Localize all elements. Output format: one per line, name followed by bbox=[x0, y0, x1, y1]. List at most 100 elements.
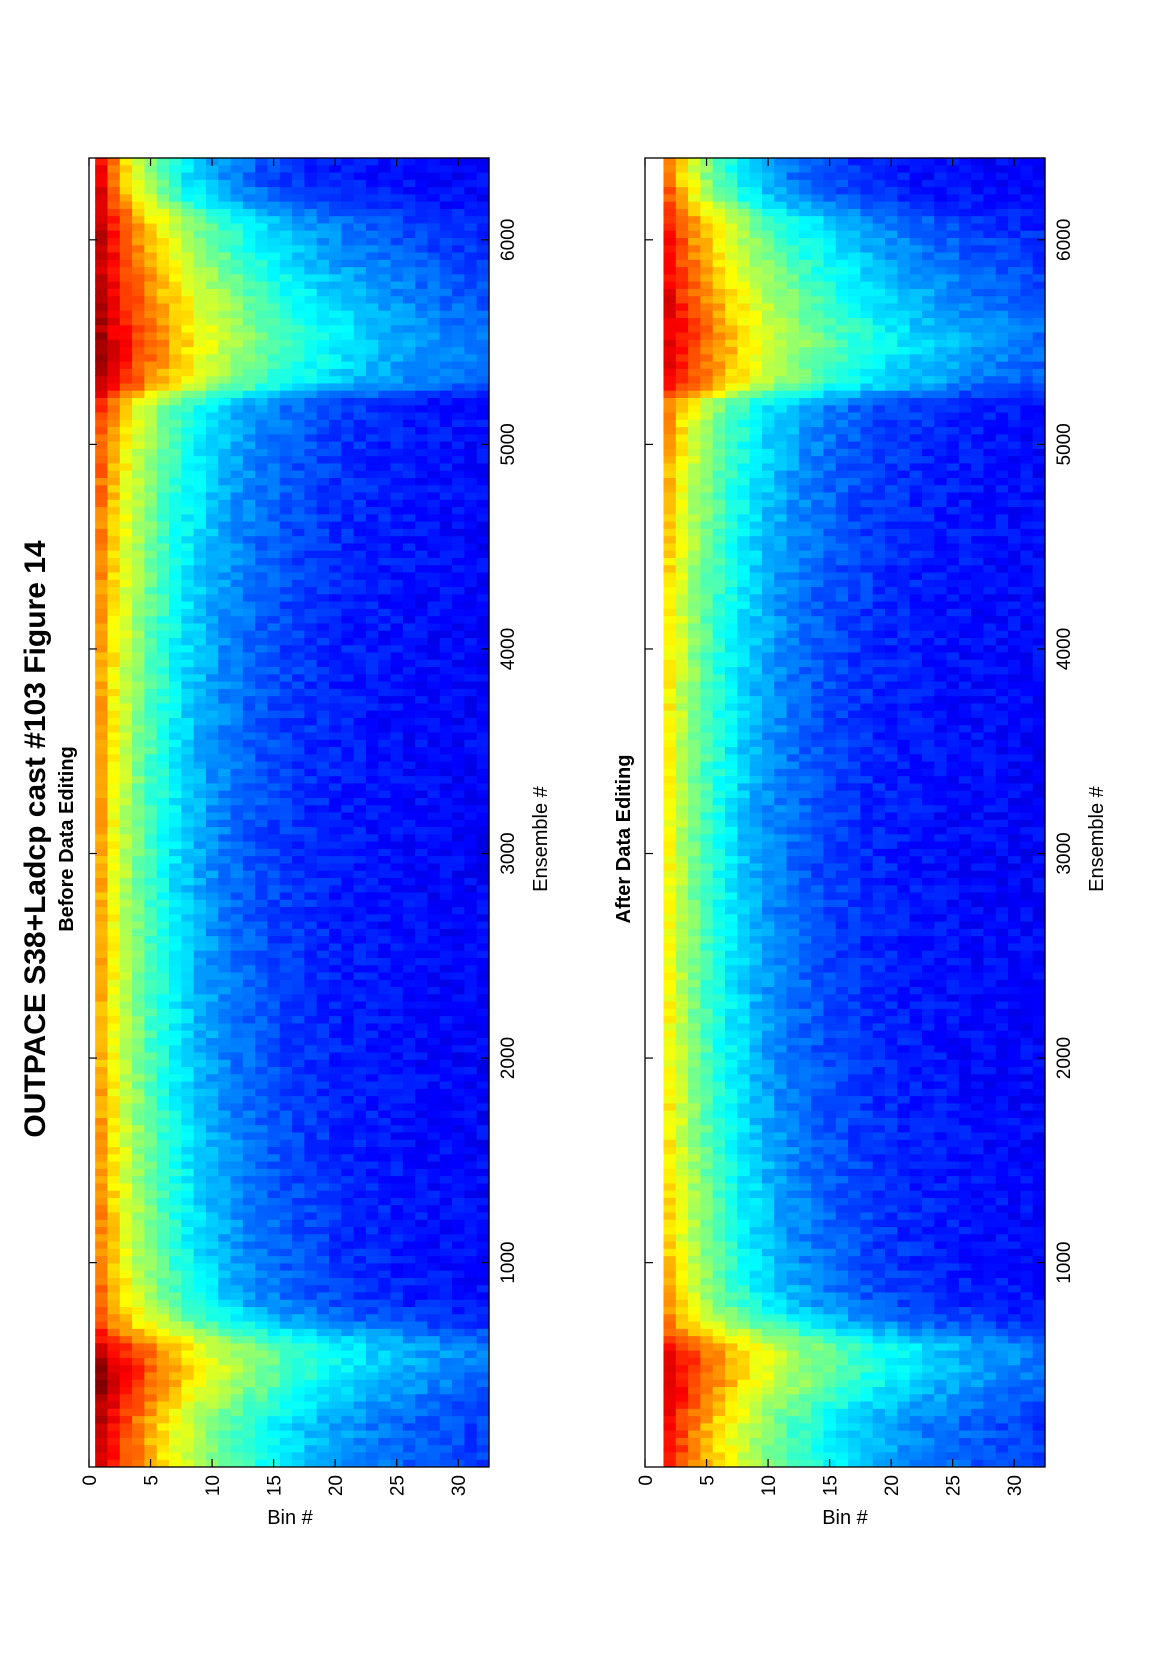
heatmap-cell bbox=[230, 528, 244, 537]
heatmap-cell bbox=[476, 724, 490, 733]
heatmap-cell bbox=[169, 382, 182, 391]
heatmap-cell bbox=[255, 906, 269, 915]
heatmap-cell bbox=[316, 404, 330, 413]
heatmap-cell bbox=[402, 1131, 416, 1140]
heatmap-cell bbox=[464, 644, 478, 653]
heatmap-cell bbox=[402, 630, 416, 638]
heatmap-cell bbox=[230, 506, 244, 515]
heatmap-cell bbox=[353, 1000, 367, 1009]
heatmap-cell bbox=[181, 513, 195, 522]
heatmap-cell bbox=[304, 826, 318, 835]
heatmap-cell bbox=[476, 1299, 490, 1308]
heatmap-cell bbox=[390, 382, 404, 391]
heatmap-cell bbox=[329, 470, 342, 478]
heatmap-cell bbox=[292, 550, 305, 558]
heatmap-cell bbox=[341, 1037, 355, 1046]
heatmap-cell bbox=[402, 593, 416, 602]
heatmap-cell bbox=[107, 1073, 121, 1082]
heatmap-cell bbox=[132, 964, 145, 973]
heatmap-cell bbox=[267, 390, 281, 398]
heatmap-cell bbox=[464, 651, 478, 660]
heatmap-cell bbox=[169, 499, 182, 508]
heatmap-cell bbox=[427, 731, 441, 740]
heatmap-cell bbox=[156, 753, 170, 762]
heatmap-cell bbox=[476, 1008, 490, 1017]
heatmap-cell bbox=[279, 1248, 293, 1257]
heatmap-cell bbox=[378, 673, 392, 682]
heatmap-cell bbox=[304, 1415, 318, 1424]
heatmap-cell bbox=[107, 920, 121, 929]
heatmap-cell bbox=[205, 550, 219, 558]
heatmap-cell bbox=[292, 1328, 305, 1337]
heatmap-cell bbox=[402, 1160, 416, 1169]
heatmap-cell bbox=[365, 804, 379, 813]
heatmap-cell bbox=[181, 622, 195, 631]
heatmap-cell bbox=[279, 724, 293, 733]
heatmap-cell bbox=[144, 1044, 158, 1053]
heatmap-cell bbox=[464, 1284, 478, 1293]
heatmap-cell bbox=[279, 971, 293, 980]
heatmap-cell bbox=[415, 1073, 429, 1082]
heatmap-cell bbox=[193, 462, 207, 471]
heatmap-cell bbox=[439, 724, 453, 733]
heatmap-cell bbox=[144, 608, 158, 617]
heatmap-cell bbox=[242, 550, 256, 558]
heatmap-cell bbox=[365, 346, 379, 355]
heatmap-cell bbox=[279, 1320, 293, 1329]
heatmap-cell bbox=[316, 913, 330, 922]
heatmap-cell bbox=[267, 826, 281, 835]
heatmap-cell bbox=[439, 651, 453, 660]
heatmap-cell bbox=[107, 1000, 121, 1009]
heatmap-cell bbox=[341, 513, 355, 522]
heatmap-cell bbox=[242, 484, 256, 493]
heatmap-cell bbox=[452, 608, 465, 617]
heatmap-cell bbox=[304, 630, 318, 638]
heatmap-cell bbox=[205, 877, 219, 886]
heatmap-cell bbox=[427, 942, 441, 951]
heatmap-cell bbox=[316, 1320, 330, 1329]
heatmap-cell bbox=[242, 848, 256, 857]
heatmap-cell bbox=[255, 1190, 269, 1198]
heatmap-cell bbox=[242, 702, 256, 711]
heatmap-cell bbox=[316, 550, 330, 558]
heatmap-cell bbox=[132, 746, 145, 755]
heatmap-cell bbox=[439, 1204, 453, 1213]
heatmap-cell bbox=[390, 884, 404, 893]
heatmap-cell bbox=[230, 753, 244, 762]
heatmap-cell bbox=[365, 1219, 379, 1228]
heatmap-cell bbox=[439, 1051, 453, 1060]
heatmap-cell bbox=[353, 1459, 367, 1467]
heatmap-cell bbox=[353, 1240, 367, 1249]
heatmap-cell bbox=[341, 935, 355, 944]
heatmap-cell bbox=[107, 382, 121, 391]
heatmap-cell bbox=[452, 659, 465, 668]
heatmap-cell bbox=[181, 1437, 195, 1446]
heatmap-cell bbox=[292, 499, 305, 508]
heatmap-cell bbox=[267, 1051, 281, 1060]
heatmap-cell bbox=[95, 753, 109, 762]
heatmap-cell bbox=[427, 826, 441, 835]
heatmap-cell bbox=[193, 1393, 207, 1402]
heatmap-cell bbox=[402, 542, 416, 551]
heatmap-cell bbox=[193, 1430, 207, 1438]
heatmap-cell bbox=[365, 746, 379, 755]
heatmap-cell bbox=[329, 1299, 342, 1308]
heatmap-cell bbox=[107, 1364, 121, 1373]
heatmap-cell bbox=[365, 426, 379, 435]
heatmap-cell bbox=[205, 1102, 219, 1111]
heatmap-cell bbox=[242, 1364, 256, 1373]
heatmap-cell bbox=[181, 979, 195, 988]
heatmap-cell bbox=[144, 1015, 158, 1024]
heatmap-cell bbox=[439, 1117, 453, 1126]
heatmap-cell bbox=[205, 419, 219, 428]
heatmap-cell bbox=[169, 622, 182, 631]
heatmap-cell bbox=[464, 1371, 478, 1380]
panel-title-before: Before Data Editing bbox=[56, 746, 78, 932]
heatmap-cell bbox=[267, 680, 281, 689]
heatmap-cell bbox=[169, 877, 182, 886]
heatmap-cell bbox=[316, 920, 330, 929]
heatmap-cell bbox=[378, 760, 392, 769]
heatmap-cell bbox=[390, 1139, 404, 1148]
heatmap-cell bbox=[95, 622, 109, 631]
heatmap-cell bbox=[119, 499, 133, 508]
